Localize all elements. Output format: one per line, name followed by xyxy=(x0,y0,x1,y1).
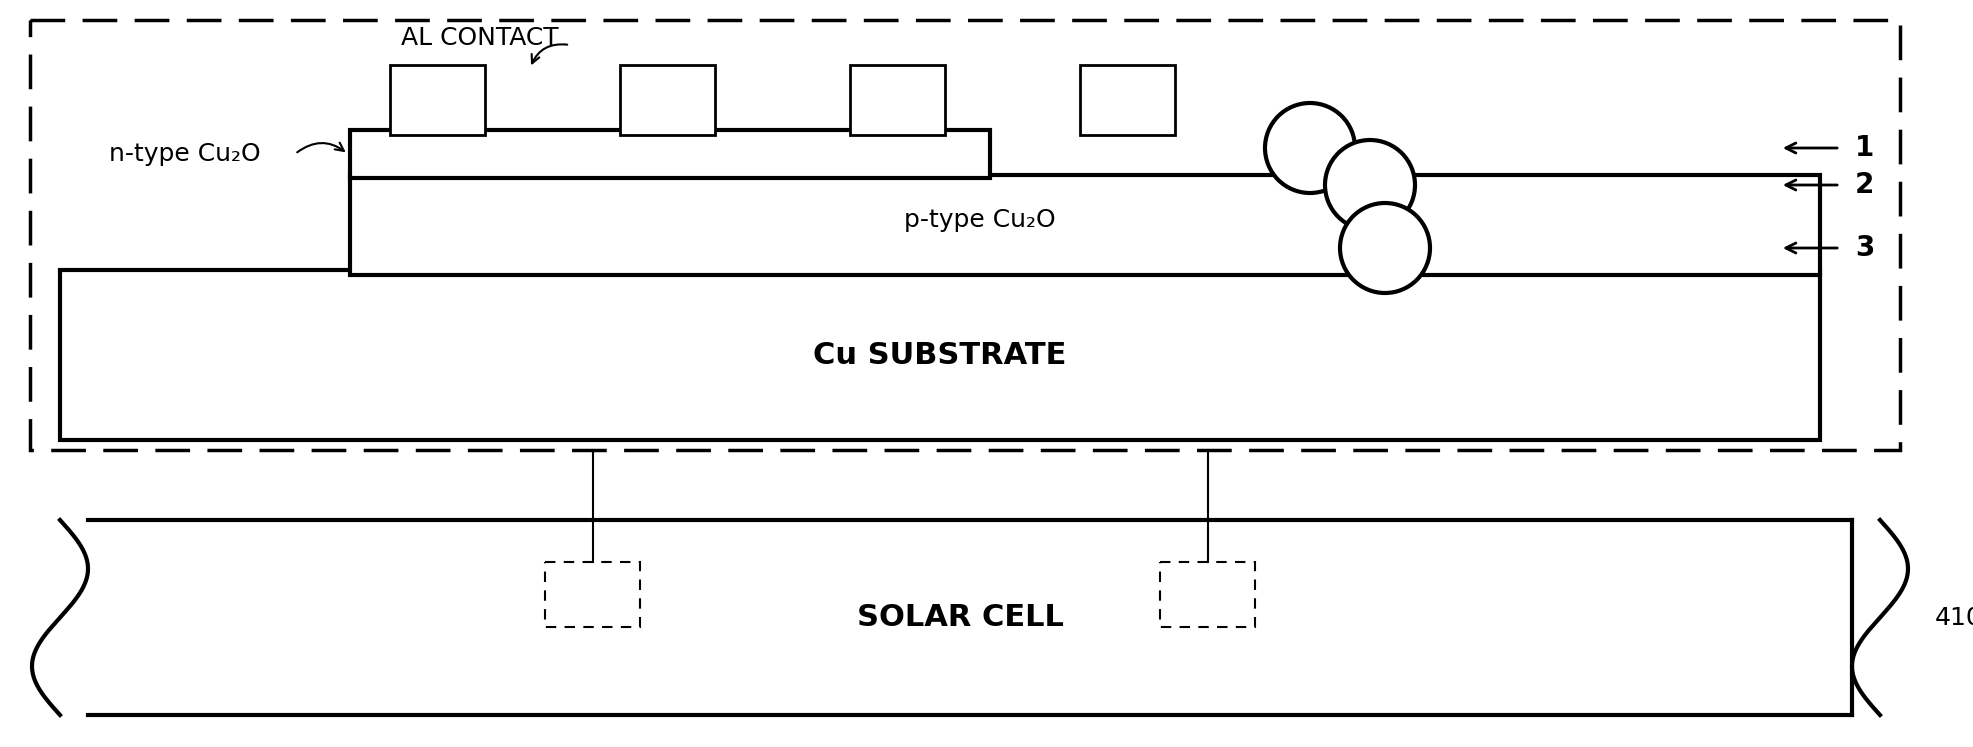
Text: 410: 410 xyxy=(1934,606,1973,630)
Bar xyxy=(391,65,485,135)
Circle shape xyxy=(1265,103,1353,193)
Text: 2: 2 xyxy=(1855,171,1874,199)
Bar xyxy=(349,130,990,178)
Bar xyxy=(1079,65,1174,135)
Text: SOLAR CELL: SOLAR CELL xyxy=(856,604,1063,633)
Text: 3: 3 xyxy=(1855,234,1874,262)
Circle shape xyxy=(1324,140,1415,230)
Text: 1: 1 xyxy=(1855,134,1872,162)
Text: p-type Cu₂O: p-type Cu₂O xyxy=(904,208,1056,232)
Bar xyxy=(1160,562,1255,627)
Bar xyxy=(349,175,1819,275)
Bar xyxy=(59,270,1819,440)
Text: n-type Cu₂O: n-type Cu₂O xyxy=(109,142,260,166)
Circle shape xyxy=(1340,203,1428,293)
Bar xyxy=(620,65,714,135)
Bar xyxy=(850,65,945,135)
Text: AL CONTACT: AL CONTACT xyxy=(401,26,558,50)
Text: Cu SUBSTRATE: Cu SUBSTRATE xyxy=(813,341,1065,370)
Bar xyxy=(30,20,1900,450)
Bar xyxy=(545,562,639,627)
